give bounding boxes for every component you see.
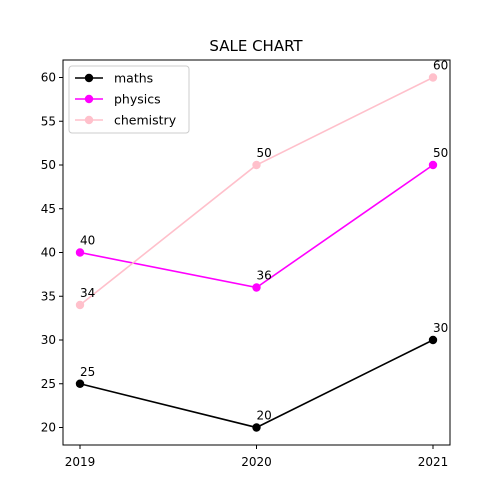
legend-item-physics: physics	[75, 92, 161, 107]
chart-title: SALE CHART	[209, 37, 303, 55]
y-tick-label: 50	[41, 158, 56, 172]
legend-label-physics: physics	[114, 92, 161, 107]
y-tick-label: 45	[41, 202, 56, 216]
x-tick-label: 2019	[65, 455, 96, 469]
y-tick-label: 30	[41, 333, 56, 347]
data-point-maths	[252, 423, 261, 432]
data-label-physics: 36	[257, 269, 272, 283]
legend-label-maths: maths	[114, 71, 153, 86]
data-point-maths	[428, 335, 438, 345]
series-layer: 25 20 30 40 36 50 34 50 60	[75, 59, 448, 432]
data-label-physics: 40	[80, 234, 95, 248]
legend-marker-chemistry	[84, 115, 94, 125]
x-tick-label: 2020	[241, 455, 272, 469]
legend-marker-physics	[84, 94, 94, 104]
data-label-chemistry: 50	[257, 146, 272, 160]
legend-box	[68, 65, 190, 134]
y-tick-label: 25	[41, 377, 56, 391]
data-label-chemistry: 34	[80, 286, 95, 300]
legend-marker-maths	[84, 73, 94, 83]
data-point-chemistry	[252, 160, 261, 170]
data-point-maths	[75, 379, 85, 388]
series-chemistry: 34 50 60	[75, 59, 448, 310]
data-label-maths: 25	[80, 365, 95, 379]
data-point-physics	[75, 248, 85, 257]
series-maths: 25 20 30	[75, 321, 448, 432]
data-point-physics	[428, 160, 438, 170]
axes: 20 25 30 35 40 45 50 55 60 2019 2020 2021	[41, 59, 451, 469]
legend-item-chemistry: chemistry	[75, 113, 177, 128]
legend-label-chemistry: chemistry	[114, 113, 177, 128]
legend-item-maths: maths	[75, 71, 153, 86]
data-point-chemistry	[428, 73, 438, 82]
y-tick-label: 35	[41, 289, 56, 303]
x-tick-label: 2021	[418, 455, 449, 469]
data-label-maths: 20	[257, 409, 272, 423]
data-point-physics	[252, 283, 261, 292]
y-tick-label: 60	[41, 71, 56, 85]
y-tick-label: 40	[41, 246, 56, 260]
data-point-chemistry	[75, 300, 85, 310]
data-label-maths: 30	[433, 321, 448, 335]
y-tick-label: 20	[41, 421, 56, 435]
data-label-physics: 50	[433, 146, 448, 160]
legend: maths physics chemistry	[68, 65, 190, 134]
series-physics: 40 36 50	[75, 146, 448, 292]
data-label-chemistry: 60	[433, 59, 448, 73]
y-tick-label: 55	[41, 114, 56, 128]
